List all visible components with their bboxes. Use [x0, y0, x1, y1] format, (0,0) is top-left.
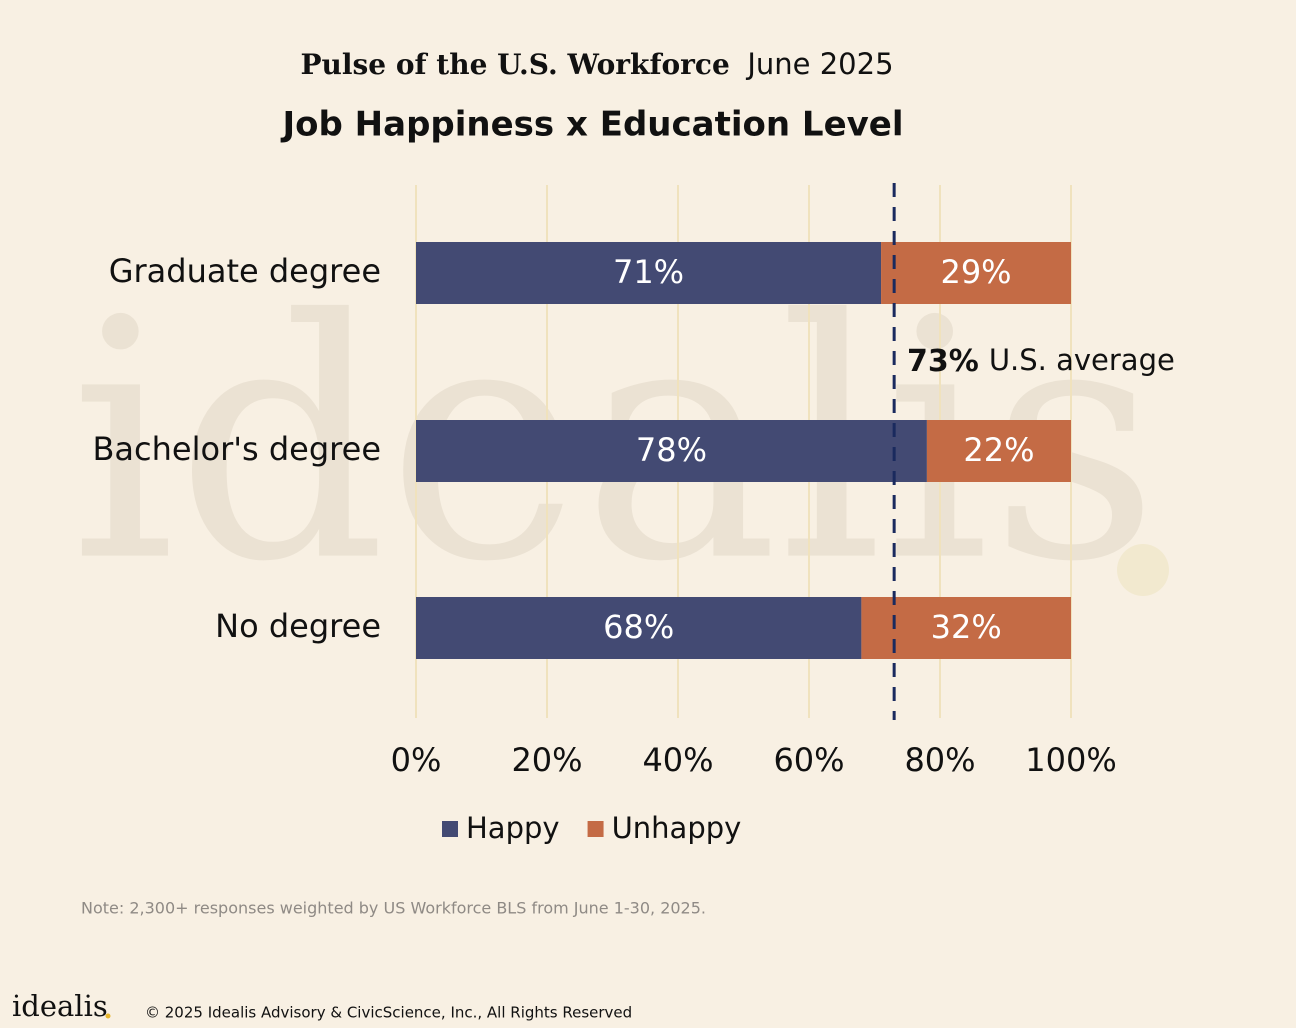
- title-brand: Pulse of the U.S. Workforce: [300, 48, 729, 81]
- x-tick-label: 0%: [391, 741, 442, 779]
- data-label: 71%: [613, 253, 684, 291]
- bar-segment: [416, 420, 927, 482]
- y-tick-label: Graduate degree: [109, 252, 381, 290]
- reference-value: 73%: [907, 344, 979, 379]
- bar-segment: [861, 597, 1071, 659]
- logo-dot: [105, 1013, 111, 1019]
- data-label: 68%: [603, 608, 674, 646]
- title-line: Pulse of the U.S. Workforce June 2025: [300, 47, 893, 83]
- x-tick-label: 80%: [904, 741, 975, 779]
- data-label: 78%: [636, 431, 707, 469]
- legend-swatch: [442, 821, 458, 837]
- bar-segment: [416, 242, 882, 304]
- logo: idealis: [12, 989, 108, 1023]
- reference-annotation: 73% U.S. average: [907, 343, 1175, 379]
- legend-label: Happy: [466, 811, 560, 845]
- chart-title: Job Happiness x Education Level: [280, 105, 903, 145]
- data-label: 32%: [931, 608, 1002, 646]
- y-tick-label: Bachelor's degree: [92, 430, 381, 468]
- bar-segment: [926, 420, 1071, 482]
- x-tick-label: 60%: [773, 741, 844, 779]
- data-label: 29%: [940, 253, 1011, 291]
- y-tick-label: No degree: [215, 607, 381, 645]
- note: Note: 2,300+ responses weighted by US Wo…: [81, 899, 706, 918]
- watermark-dot: [1117, 544, 1169, 596]
- x-tick-label: 20%: [511, 741, 582, 779]
- legend-swatch: [587, 821, 604, 837]
- bar-segment: [416, 597, 862, 659]
- reference-text: U.S. average: [989, 343, 1175, 377]
- legend-label: Unhappy: [612, 811, 742, 845]
- title-date: June 2025: [745, 47, 893, 81]
- plot: 0% 20% 40% 60% 80% 100% Graduate degree 71% 29% B…: [92, 183, 1175, 845]
- copyright: © 2025 Idealis Advisory & CivicScience, …: [145, 1004, 632, 1022]
- data-label: 22%: [963, 431, 1034, 469]
- bar-segment: [881, 242, 1071, 304]
- x-tick-label: 40%: [642, 741, 713, 779]
- x-tick-label: 100%: [1025, 741, 1116, 779]
